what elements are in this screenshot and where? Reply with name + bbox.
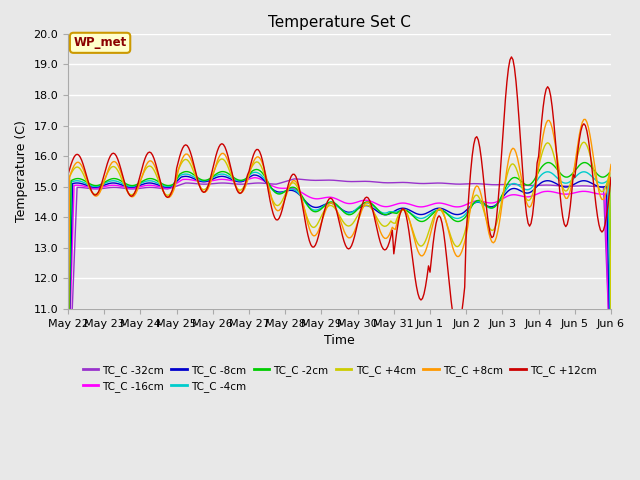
TC_C +8cm xyxy=(582,117,589,122)
TC_C +12cm xyxy=(79,161,87,167)
TC_C -16cm xyxy=(607,391,615,397)
TC_C +4cm xyxy=(541,143,548,149)
TC_C -16cm xyxy=(252,175,259,180)
TC_C -2cm xyxy=(79,177,87,183)
TC_C +8cm xyxy=(64,409,72,415)
TC_C -2cm xyxy=(404,208,412,214)
TC_C -16cm xyxy=(405,201,413,207)
TC_C +12cm xyxy=(404,219,412,225)
TC_C +8cm xyxy=(79,166,87,171)
TC_C -32cm xyxy=(542,182,550,188)
TC_C -16cm xyxy=(375,202,383,208)
TC_C +4cm xyxy=(373,216,381,221)
TC_C +4cm xyxy=(64,331,72,337)
TC_C -8cm xyxy=(64,379,72,384)
TC_C -4cm xyxy=(79,180,87,185)
TC_C -8cm xyxy=(375,209,383,215)
TC_C +4cm xyxy=(79,171,87,177)
TC_C -8cm xyxy=(542,178,550,184)
TC_C +4cm xyxy=(165,192,173,198)
TC_C -2cm xyxy=(392,210,399,216)
TC_C -32cm xyxy=(375,180,383,185)
TC_C -4cm xyxy=(404,208,412,214)
X-axis label: Time: Time xyxy=(324,334,355,347)
TC_C -8cm xyxy=(607,379,615,385)
TC_C +12cm xyxy=(373,227,381,233)
TC_C -16cm xyxy=(165,185,173,191)
Title: Temperature Set C: Temperature Set C xyxy=(268,15,411,30)
TC_C +8cm xyxy=(373,220,381,226)
TC_C -8cm xyxy=(165,184,173,190)
TC_C -4cm xyxy=(373,206,381,212)
TC_C -4cm xyxy=(544,169,552,175)
TC_C -2cm xyxy=(165,183,173,189)
TC_C -4cm xyxy=(165,183,173,189)
TC_C -2cm xyxy=(545,160,553,166)
TC_C -8cm xyxy=(393,207,401,213)
TC_C -32cm xyxy=(607,375,615,381)
TC_C +12cm xyxy=(165,194,173,200)
Y-axis label: Temperature (C): Temperature (C) xyxy=(15,120,28,222)
TC_C +12cm xyxy=(508,54,515,60)
Line: TC_C +12cm: TC_C +12cm xyxy=(68,57,611,330)
TC_C -32cm xyxy=(291,176,298,182)
Line: TC_C +4cm: TC_C +4cm xyxy=(68,142,611,334)
TC_C +8cm xyxy=(607,162,615,168)
Line: TC_C -16cm: TC_C -16cm xyxy=(68,178,611,394)
TC_C -4cm xyxy=(541,169,548,175)
TC_C +8cm xyxy=(165,194,173,200)
TC_C -4cm xyxy=(607,362,615,368)
Line: TC_C -32cm: TC_C -32cm xyxy=(68,179,611,416)
TC_C -32cm xyxy=(165,186,173,192)
TC_C -16cm xyxy=(393,201,401,207)
TC_C +12cm xyxy=(607,175,615,180)
Text: WP_met: WP_met xyxy=(74,36,127,49)
TC_C -32cm xyxy=(79,185,87,191)
TC_C -16cm xyxy=(79,183,87,189)
TC_C -8cm xyxy=(250,172,257,178)
TC_C +12cm xyxy=(453,327,461,333)
TC_C +8cm xyxy=(392,227,399,232)
Line: TC_C -2cm: TC_C -2cm xyxy=(68,163,611,413)
TC_C -2cm xyxy=(64,410,72,416)
Line: TC_C -4cm: TC_C -4cm xyxy=(68,172,611,368)
TC_C -4cm xyxy=(64,365,72,371)
TC_C +8cm xyxy=(541,125,548,131)
TC_C -8cm xyxy=(79,181,87,187)
TC_C -4cm xyxy=(392,209,399,215)
Line: TC_C -8cm: TC_C -8cm xyxy=(68,175,611,382)
TC_C -2cm xyxy=(607,287,615,293)
TC_C -8cm xyxy=(405,207,413,213)
Legend: TC_C -32cm, TC_C -16cm, TC_C -8cm, TC_C -4cm, TC_C -2cm, TC_C +4cm, TC_C +8cm, T: TC_C -32cm, TC_C -16cm, TC_C -8cm, TC_C … xyxy=(79,361,600,396)
TC_C -32cm xyxy=(393,180,401,185)
TC_C +12cm xyxy=(392,240,399,245)
TC_C +12cm xyxy=(64,171,72,177)
TC_C +4cm xyxy=(607,325,615,331)
TC_C -2cm xyxy=(373,206,381,212)
TC_C +12cm xyxy=(544,84,552,90)
TC_C -16cm xyxy=(542,189,550,194)
TC_C +4cm xyxy=(392,220,399,226)
TC_C +4cm xyxy=(580,139,588,145)
Line: TC_C +8cm: TC_C +8cm xyxy=(68,120,611,412)
TC_C -16cm xyxy=(64,387,72,393)
TC_C -32cm xyxy=(64,413,72,419)
TC_C +8cm xyxy=(404,211,412,217)
TC_C -32cm xyxy=(405,180,413,186)
TC_C +4cm xyxy=(404,212,412,218)
TC_C -2cm xyxy=(541,161,548,167)
